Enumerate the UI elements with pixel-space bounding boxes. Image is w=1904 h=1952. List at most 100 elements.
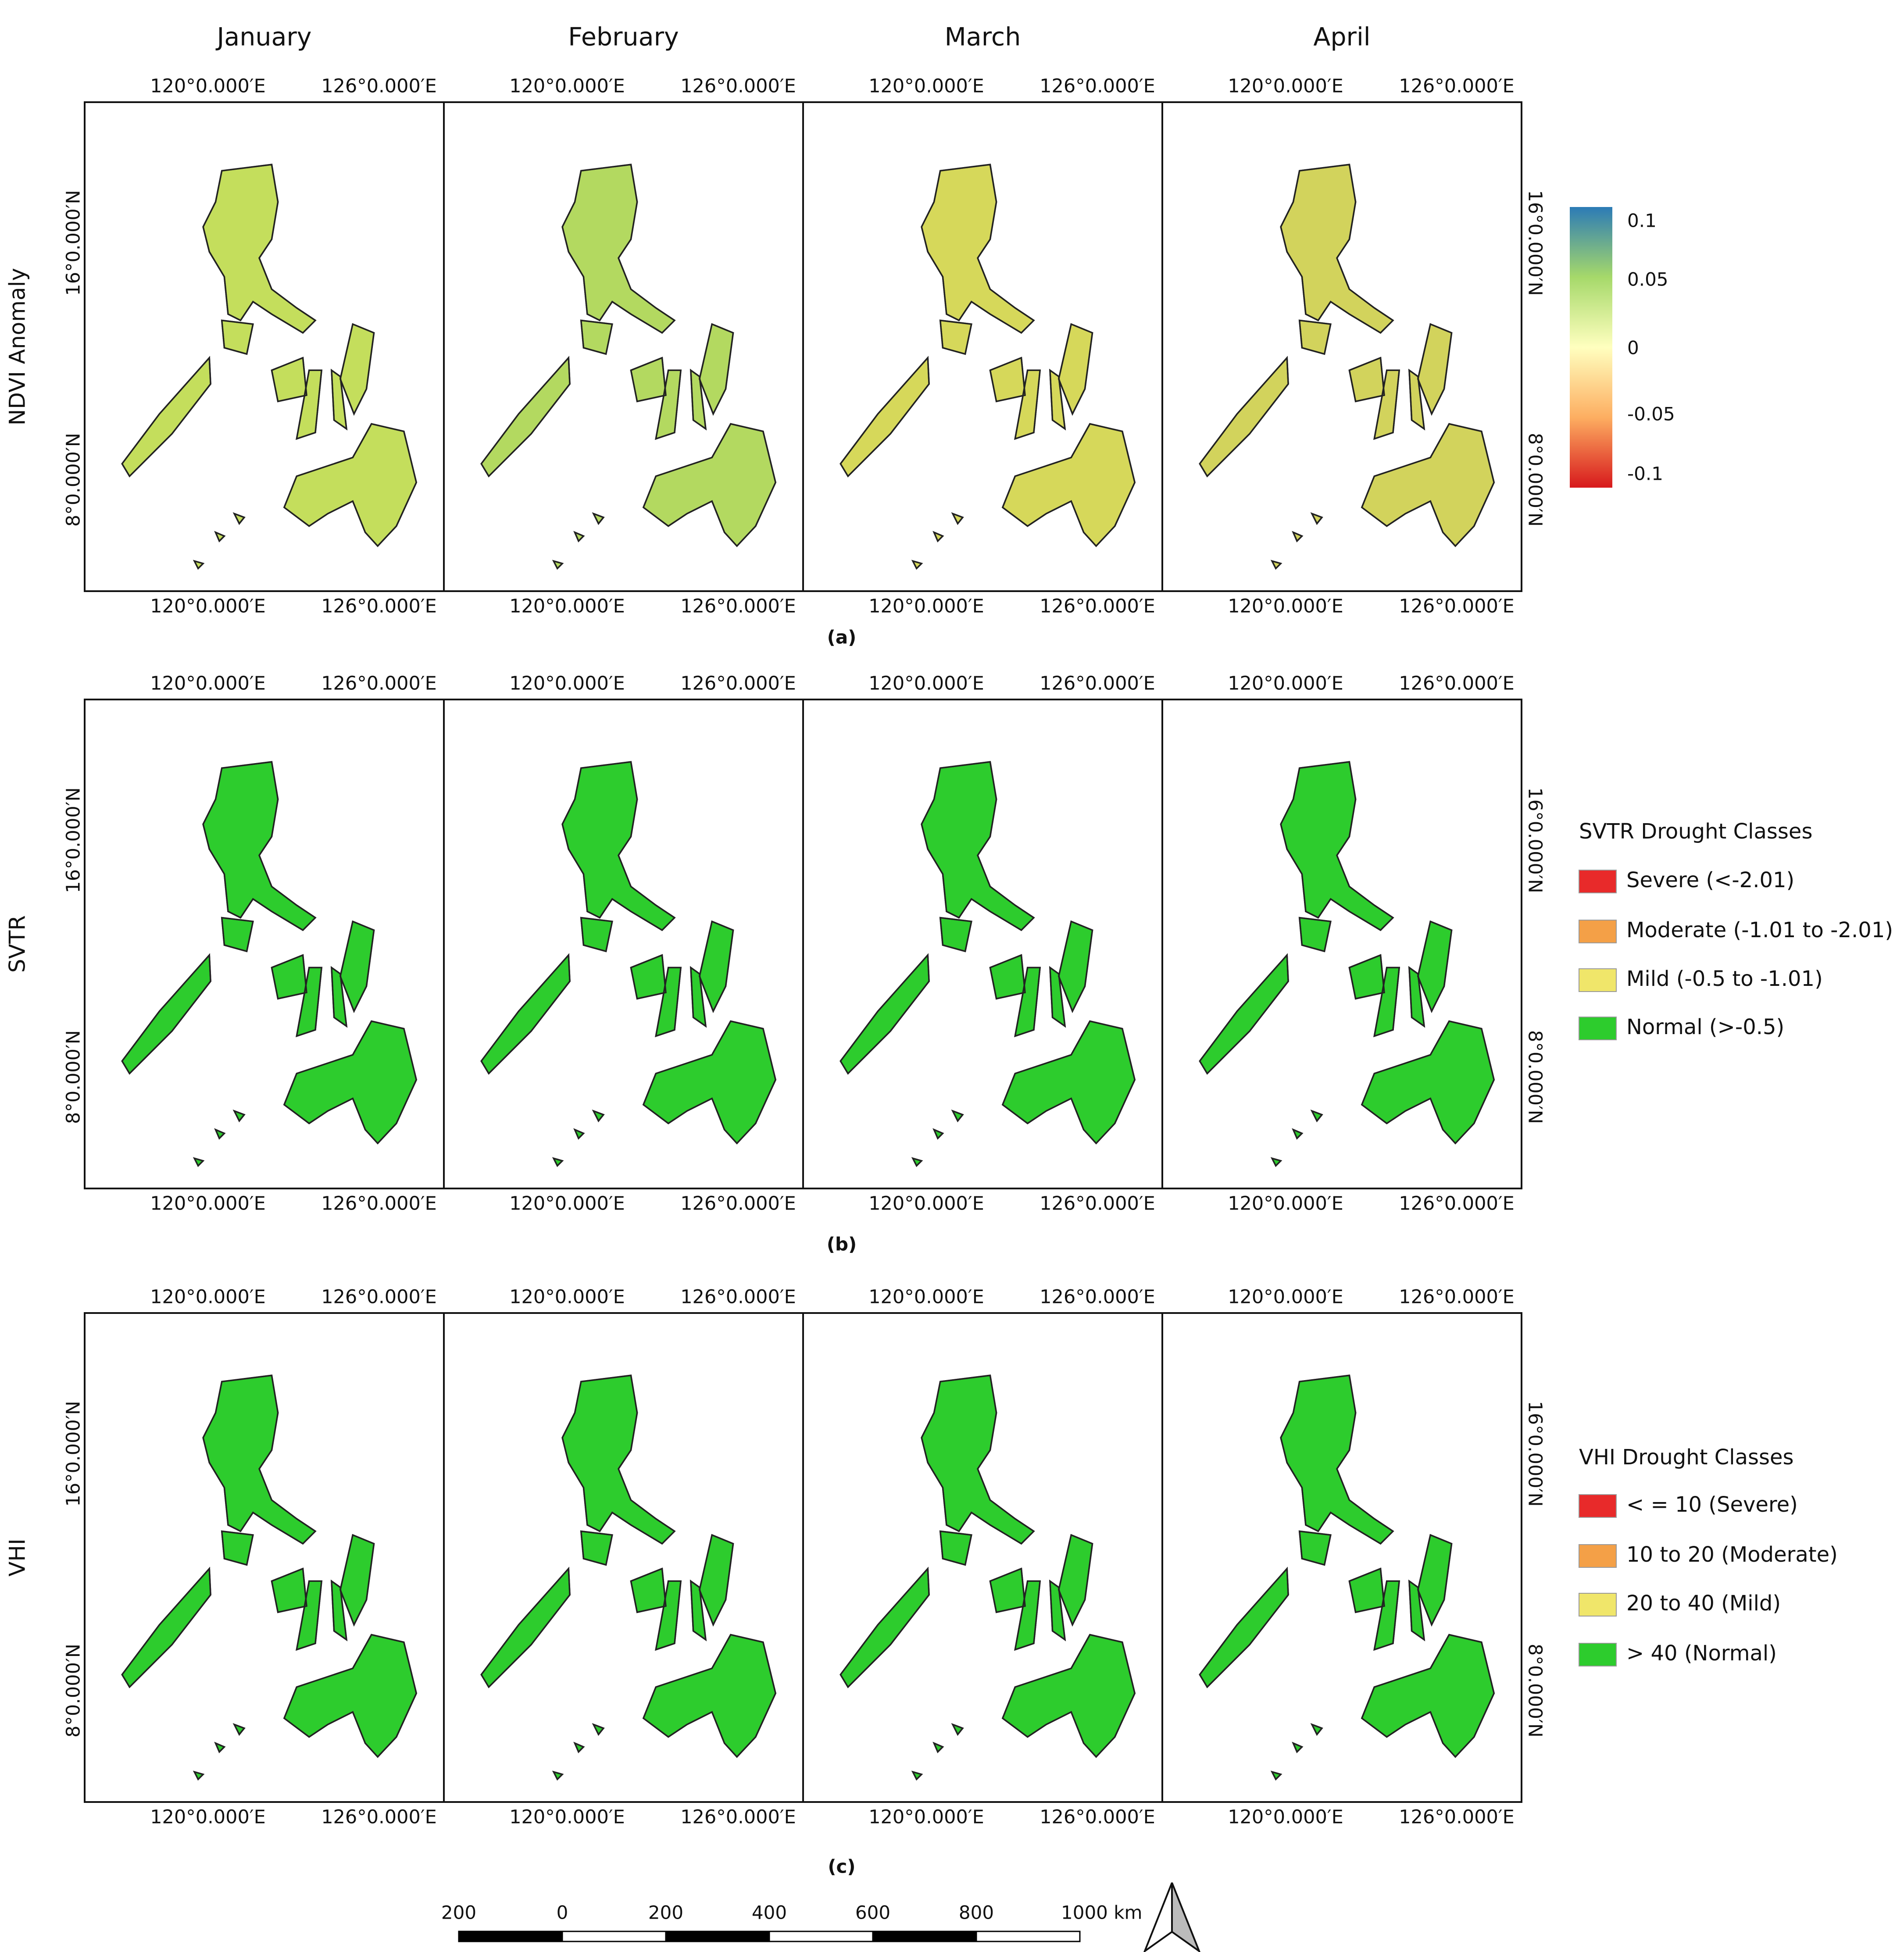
drought-patch <box>1261 1654 1266 1659</box>
legend-swatch <box>1579 1017 1617 1040</box>
land <box>480 761 776 1167</box>
drought-patch <box>535 1379 544 1388</box>
lat-label: 8°0.000′N <box>63 1030 85 1124</box>
drought-patch <box>882 250 892 259</box>
drought-patch <box>644 924 656 937</box>
legend-title: SVTR Drought Classes <box>1579 819 1812 844</box>
drought-patch <box>928 1639 936 1647</box>
lon-label: 126°0.000′E <box>1399 1193 1515 1215</box>
drought-patch <box>1386 446 1391 450</box>
drought-patch <box>1003 1440 1015 1451</box>
drought-patch <box>880 1540 897 1557</box>
drought-patch <box>885 1385 898 1398</box>
map-panel <box>839 761 1136 1167</box>
drought-patch <box>533 1558 542 1567</box>
drought-patch <box>1387 344 1404 361</box>
drought-patch <box>840 900 848 914</box>
drought-patch <box>1360 239 1374 253</box>
drought-patch <box>1274 1001 1279 1006</box>
drought-patch <box>1400 425 1408 432</box>
drought-patch <box>1342 1544 1354 1556</box>
drought-patch <box>521 189 531 199</box>
drought-patch <box>542 766 551 774</box>
drought-patch <box>921 1395 936 1410</box>
colorbar-tick-label: -0.05 <box>1627 403 1675 425</box>
drought-patch <box>1278 865 1287 874</box>
drought-patch <box>555 240 564 249</box>
drought-patch <box>1275 1029 1289 1043</box>
drought-patch <box>1248 361 1260 372</box>
drought-patch <box>1232 1529 1245 1542</box>
drought-patch <box>928 164 944 168</box>
drought-patch <box>1354 780 1363 789</box>
drought-patch <box>210 164 221 168</box>
drought-patch <box>690 353 697 360</box>
drought-patch <box>1200 900 1203 908</box>
drought-patch <box>1200 422 1203 436</box>
drought-patch <box>1283 770 1290 777</box>
drought-patch <box>1207 366 1223 381</box>
drought-patch <box>202 906 208 912</box>
drought-patch <box>637 1458 647 1468</box>
drought-patch <box>930 300 943 313</box>
drought-patch <box>547 924 559 935</box>
drought-patch <box>1227 314 1246 332</box>
drought-patch <box>1234 839 1253 857</box>
drought-patch <box>1482 1721 1494 1738</box>
drought-patch <box>1238 188 1252 203</box>
drought-patch <box>1237 336 1251 350</box>
drought-patch <box>771 1034 776 1039</box>
map-panel <box>121 761 417 1167</box>
drought-patch <box>930 927 937 935</box>
map-panel <box>121 1374 417 1780</box>
lon-label: 126°0.000′E <box>321 1806 437 1828</box>
drought-patch <box>1063 1027 1078 1042</box>
drought-patch <box>985 356 997 368</box>
north-arrow-right <box>1171 1882 1200 1952</box>
drought-patch <box>175 1509 179 1514</box>
drought-patch <box>518 1579 525 1587</box>
drought-patch <box>500 289 511 300</box>
drought-patch <box>484 930 496 942</box>
lon-label: 126°0.000′E <box>1399 1806 1515 1828</box>
drought-patch <box>908 767 922 781</box>
scale-label: 200 <box>441 1902 476 1923</box>
drought-patch <box>1399 952 1409 962</box>
drought-patch <box>717 416 728 427</box>
drought-patch <box>1262 853 1266 857</box>
drought-patch <box>481 981 486 993</box>
drought-patch <box>884 812 897 824</box>
drought-patch <box>1275 201 1284 210</box>
drought-patch <box>923 1392 932 1400</box>
drought-patch <box>866 396 881 411</box>
drought-patch <box>324 426 335 437</box>
scale-segment <box>872 1931 977 1942</box>
drought-patch <box>875 956 889 970</box>
drought-patch <box>1190 1580 1198 1588</box>
drought-patch <box>1390 946 1398 955</box>
drought-patch <box>1386 441 1393 448</box>
lon-label: 120°0.000′E <box>1228 1806 1343 1828</box>
drought-patch <box>861 354 868 362</box>
lon-label: 120°0.000′E <box>150 1193 266 1215</box>
drought-patch <box>1200 1635 1207 1649</box>
drought-patch <box>1003 426 1009 432</box>
drought-patch <box>876 1375 889 1386</box>
map-panel <box>480 1374 776 1780</box>
drought-patch <box>626 947 636 957</box>
drought-patch <box>679 397 692 409</box>
drought-patch <box>1244 837 1263 856</box>
land <box>121 164 417 569</box>
drought-patch <box>1247 1048 1254 1054</box>
drought-patch <box>906 213 912 218</box>
drought-patch <box>1052 1559 1059 1567</box>
panel-caption: (a) <box>827 627 857 648</box>
land <box>121 1374 417 1780</box>
drought-patch <box>497 1574 507 1584</box>
drought-patch <box>566 1524 577 1535</box>
drought-patch <box>1213 1506 1232 1526</box>
legend-item: Mild (-0.5 to -1.01) <box>1626 967 1823 991</box>
drought-patch <box>1250 1402 1255 1408</box>
drought-patch <box>911 343 923 356</box>
drought-patch <box>286 1539 298 1551</box>
